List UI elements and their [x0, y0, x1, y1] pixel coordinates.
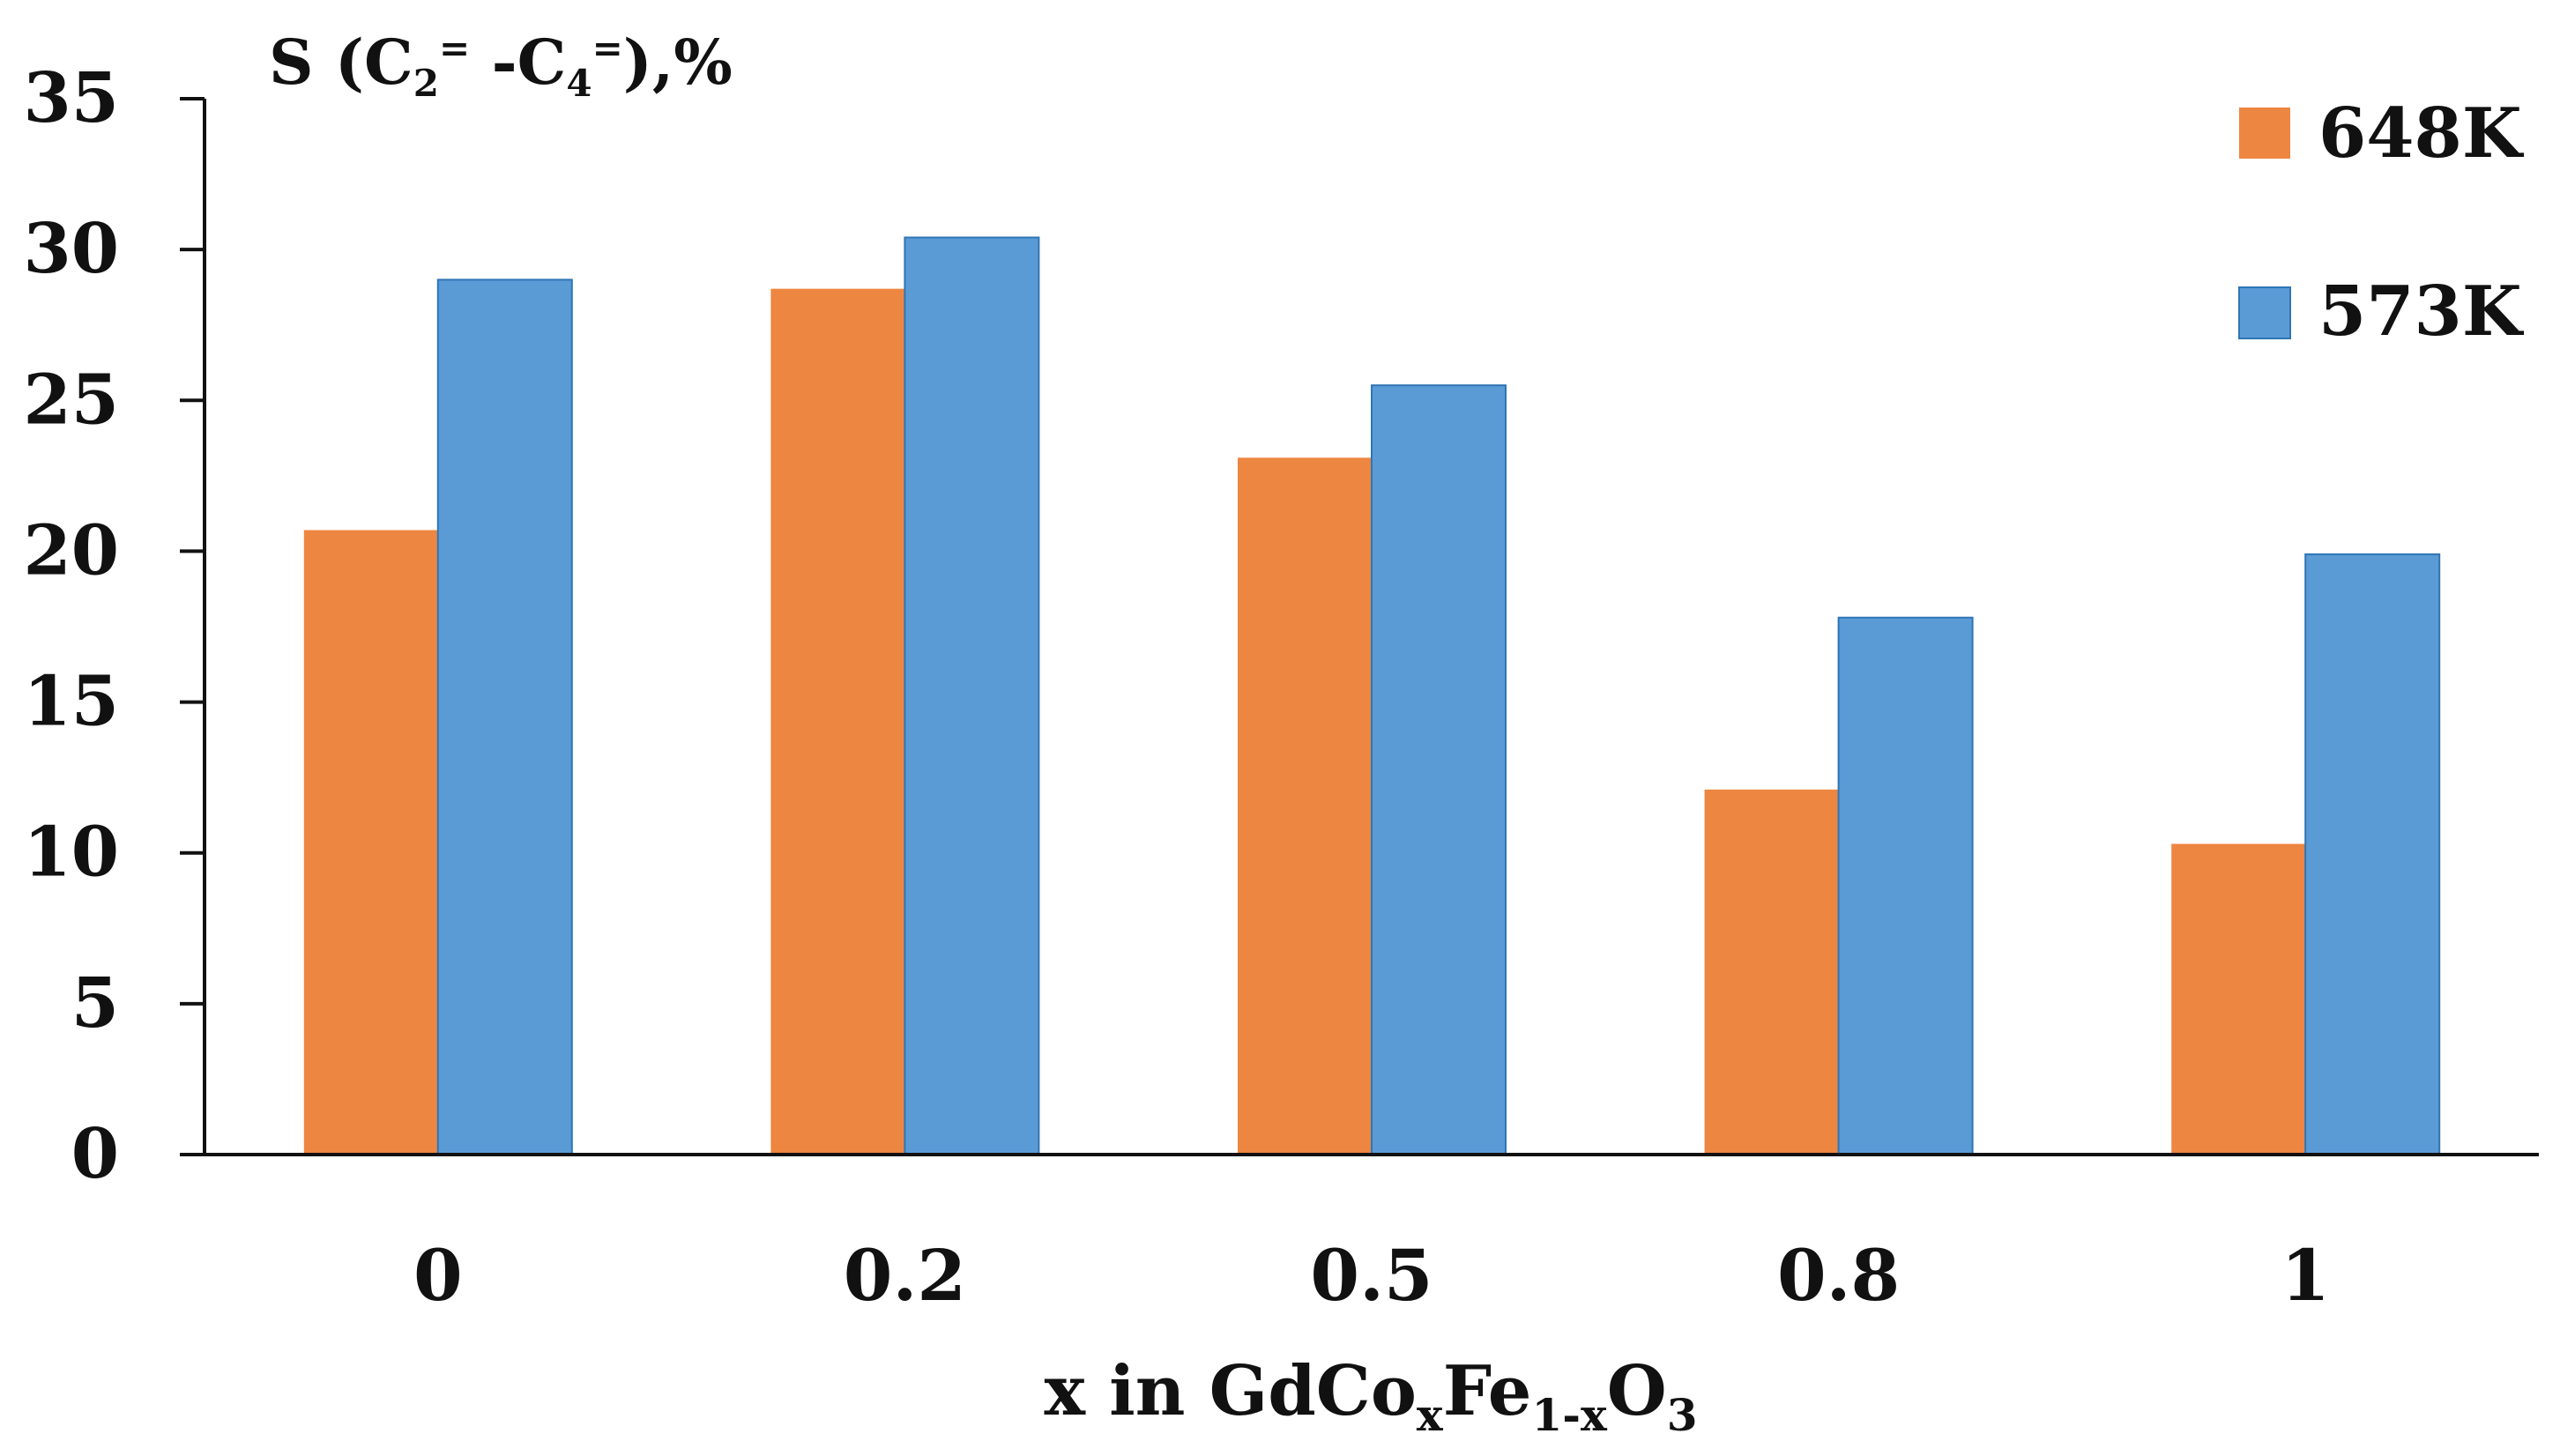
bar-648k-0_8 — [1704, 789, 1839, 1155]
x-ticks-group: 0 0.2 0.5 0.8 1 — [413, 1234, 2330, 1317]
y-tick-label: 15 — [23, 662, 119, 742]
legend-swatch-648k — [2239, 108, 2290, 159]
y-tick-label: 0 — [71, 1114, 119, 1194]
x-tick-label: 0.8 — [1777, 1234, 1900, 1317]
x-tick-label: 0 — [413, 1234, 463, 1317]
x-tick-label: 0.2 — [844, 1234, 966, 1317]
x-tick-label: 1 — [2281, 1234, 2330, 1317]
y-tick-label: 10 — [23, 813, 119, 893]
bar-573k-0_5 — [1371, 384, 1507, 1155]
y-tick-label: 35 — [23, 58, 119, 138]
legend: 648K 573K — [2238, 93, 2525, 352]
legend-label-573k: 573K — [2318, 271, 2525, 352]
bar-573k-0_8 — [1837, 616, 1974, 1155]
y-ticks-group: 0 5 10 15 20 25 30 35 — [23, 58, 205, 1194]
y-tick-label: 20 — [23, 510, 119, 591]
legend-label-648k: 648K — [2318, 93, 2525, 174]
bar-648k-0 — [303, 530, 438, 1155]
bar-573k-1 — [2304, 553, 2441, 1155]
bar-648k-1 — [2171, 843, 2306, 1155]
y-axis-label: S (C2= -C4=),% — [269, 26, 733, 105]
bar-648k-0_5 — [1238, 457, 1372, 1155]
bar-573k-0_2 — [904, 236, 1040, 1155]
legend-swatch-573k — [2238, 286, 2291, 339]
bar-648k-0_2 — [770, 288, 905, 1155]
bars-group — [303, 236, 2441, 1156]
x-axis-label: x in GdCoxFe1-xO3 — [1044, 1351, 1697, 1441]
x-tick-label: 0.5 — [1310, 1234, 1433, 1317]
y-tick-label: 25 — [23, 360, 119, 440]
y-tick-label: 30 — [23, 209, 119, 289]
bar-573k-0 — [436, 279, 573, 1156]
y-tick-label: 5 — [71, 963, 119, 1044]
